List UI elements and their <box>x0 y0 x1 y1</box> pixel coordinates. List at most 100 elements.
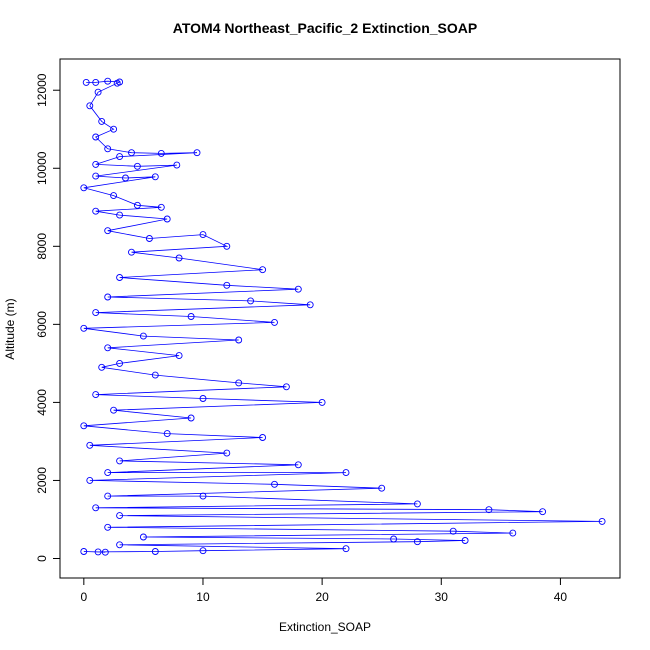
data-point <box>116 153 124 161</box>
data-point <box>163 215 171 223</box>
x-tick-label: 20 <box>315 590 329 604</box>
data-point <box>151 173 159 181</box>
data-point <box>94 88 102 96</box>
data-point <box>113 79 121 87</box>
data-point <box>116 211 124 219</box>
data-point <box>139 332 147 340</box>
data-point <box>342 469 350 477</box>
x-tick-label: 30 <box>435 590 449 604</box>
data-point <box>449 527 457 535</box>
data-point <box>157 149 165 157</box>
x-axis: 0 10 20 30 40 <box>80 577 568 604</box>
data-point <box>175 352 183 360</box>
data-point <box>104 145 112 153</box>
y-tick-label: 2000 <box>35 467 49 494</box>
data-point <box>86 102 94 110</box>
data-point <box>116 512 124 520</box>
data-point <box>271 480 278 488</box>
data-point <box>247 297 255 305</box>
data-point <box>223 242 231 250</box>
data-point <box>539 508 547 516</box>
data-point <box>98 117 106 125</box>
data-point <box>92 78 100 86</box>
data-point <box>92 160 100 168</box>
data-point <box>133 162 141 170</box>
data-point <box>128 248 135 256</box>
data-point <box>306 301 314 309</box>
data-point <box>104 469 112 477</box>
data-point <box>235 379 243 387</box>
y-tick-label: 8000 <box>35 233 49 260</box>
y-tick-label: 0 <box>35 555 49 562</box>
data-point <box>92 207 100 215</box>
data-point <box>82 78 90 86</box>
data-point <box>199 492 207 500</box>
data-point <box>271 318 278 326</box>
y-axis-label: Altitude (m) <box>3 298 17 360</box>
data-point <box>139 533 147 541</box>
data-point <box>151 371 159 379</box>
data-point <box>104 77 112 85</box>
data-point <box>110 406 118 414</box>
data-point <box>92 172 100 180</box>
chart-title: ATOM4 Northeast_Pacific_2 Extinction_SOA… <box>172 20 478 36</box>
data-point <box>199 395 207 402</box>
data-point <box>116 541 124 549</box>
data-point <box>92 309 100 317</box>
series-lines <box>83 80 603 553</box>
data-point <box>157 203 165 211</box>
data-point <box>378 484 386 492</box>
data-point <box>342 545 350 553</box>
data-point <box>80 324 88 332</box>
data-point <box>80 548 88 555</box>
x-tick-label: 40 <box>554 590 568 604</box>
data-point <box>86 476 94 484</box>
data-point <box>294 461 302 469</box>
data-point <box>104 344 112 352</box>
data-point <box>187 313 195 320</box>
data-point <box>116 359 124 367</box>
data-point <box>187 414 195 422</box>
data-point <box>122 174 129 182</box>
data-point <box>413 538 421 546</box>
data-point <box>173 161 181 169</box>
data-point <box>199 547 207 555</box>
data-point <box>223 281 231 289</box>
data-point <box>133 201 141 209</box>
data-point <box>259 266 267 274</box>
data-point <box>92 133 100 141</box>
data-point <box>80 422 88 430</box>
data-point <box>80 184 88 192</box>
series-line <box>83 80 603 553</box>
data-point <box>116 457 124 465</box>
y-axis: 0 2000 4000 6000 8000 10000 12000 <box>35 73 61 562</box>
data-point <box>145 235 153 242</box>
y-tick-label: 12000 <box>35 73 49 107</box>
data-point <box>318 398 326 406</box>
data-point <box>151 548 159 555</box>
data-point <box>294 285 302 293</box>
x-axis-label: Extinction_SOAP <box>278 620 372 634</box>
data-point <box>461 537 469 544</box>
data-point <box>128 149 135 157</box>
data-point <box>94 548 102 556</box>
data-point <box>193 149 201 157</box>
data-point <box>110 125 118 133</box>
data-point <box>199 231 207 239</box>
data-point <box>92 391 100 399</box>
data-point <box>175 254 183 262</box>
data-point <box>223 449 231 457</box>
data-point <box>104 227 112 235</box>
data-point <box>98 363 106 371</box>
data-point <box>598 517 606 525</box>
data-point <box>413 500 421 508</box>
data-point <box>104 293 112 301</box>
y-tick-label: 6000 <box>35 311 49 338</box>
data-point <box>390 535 398 543</box>
series-points <box>80 77 606 556</box>
data-point <box>104 523 112 531</box>
x-tick-label: 10 <box>196 590 210 604</box>
data-point <box>259 434 267 441</box>
data-point <box>485 506 493 514</box>
